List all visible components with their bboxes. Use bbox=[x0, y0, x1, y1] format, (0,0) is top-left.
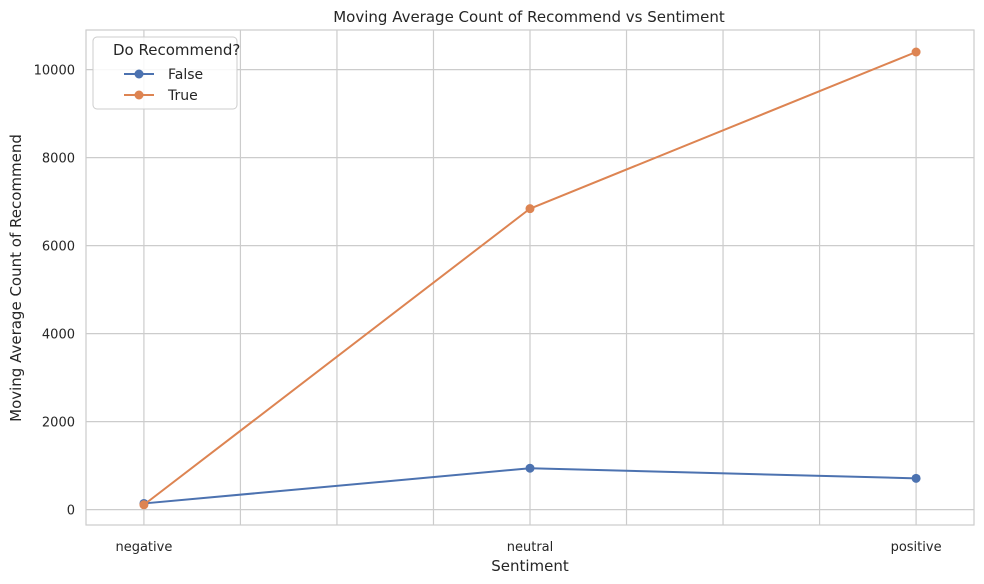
legend-marker-false bbox=[134, 69, 144, 79]
legend-label-false: False bbox=[168, 67, 203, 83]
x-tick-label: neutral bbox=[507, 540, 554, 555]
data-point-true-positive bbox=[911, 47, 921, 57]
legend-box bbox=[92, 36, 238, 110]
chart-title: Moving Average Count of Recommend vs Sen… bbox=[333, 8, 725, 26]
plot-frame bbox=[85, 29, 975, 526]
grid-lines bbox=[86, 30, 974, 525]
x-axis-label: Sentiment bbox=[491, 557, 569, 575]
y-tick-label: 10000 bbox=[34, 64, 75, 79]
series-group bbox=[139, 47, 921, 510]
legend: Do Recommend? False True bbox=[92, 36, 240, 110]
legend-title: Do Recommend? bbox=[113, 41, 240, 59]
data-point-true-neutral bbox=[525, 204, 535, 214]
y-tick-label: 6000 bbox=[42, 240, 75, 255]
x-tick-label: negative bbox=[115, 540, 172, 555]
data-point-false-neutral bbox=[525, 463, 535, 473]
data-point-false-positive bbox=[911, 473, 921, 483]
y-tick-label: 4000 bbox=[42, 328, 75, 343]
x-tick-label: positive bbox=[891, 540, 942, 555]
data-point-true-negative bbox=[139, 500, 149, 510]
legend-items: False True bbox=[124, 67, 203, 104]
y-tick-label: 2000 bbox=[42, 416, 75, 431]
legend-marker-true bbox=[134, 90, 144, 100]
legend-label-true: True bbox=[167, 88, 198, 104]
tick-labels: 0 2000 4000 6000 8000 10000 negative neutral pos… bbox=[34, 64, 942, 555]
y-axis-label: Moving Average Count of Recommend bbox=[7, 134, 25, 422]
y-tick-label: 0 bbox=[67, 504, 75, 519]
y-tick-label: 8000 bbox=[42, 152, 75, 167]
